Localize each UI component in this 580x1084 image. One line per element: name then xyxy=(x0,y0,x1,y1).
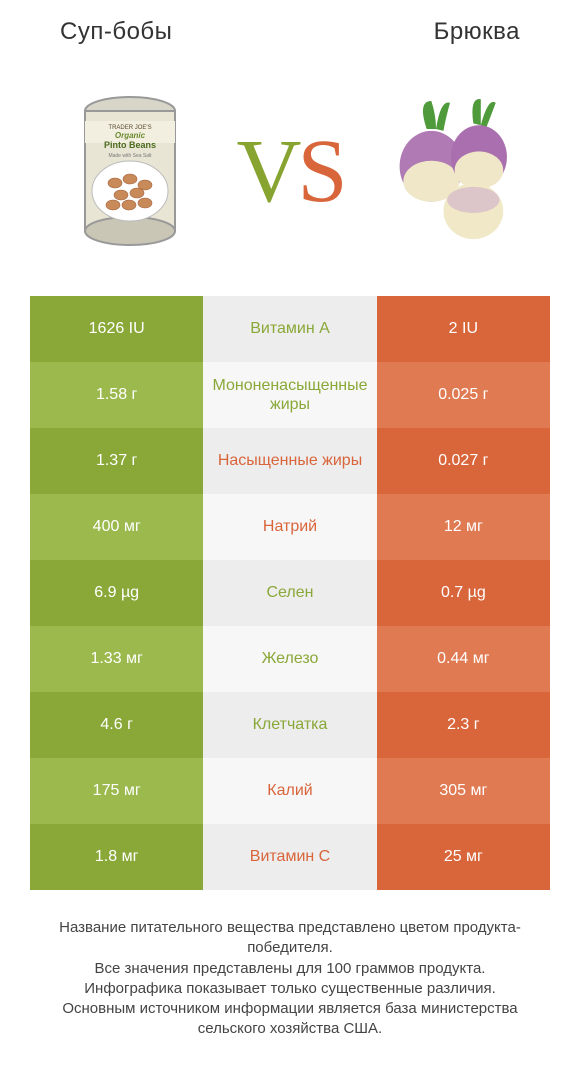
value-right: 12 мг xyxy=(377,494,550,560)
value-left: 175 мг xyxy=(30,758,203,824)
value-left: 400 мг xyxy=(30,494,203,560)
footer-line: Инфографика показывает только существенн… xyxy=(30,979,550,999)
table-row: 1.58 гМононенасыщенные жиры0.025 г xyxy=(30,362,550,428)
nutrient-label: Калий xyxy=(203,758,376,824)
value-left: 1626 IU xyxy=(30,296,203,362)
value-left: 1.37 г xyxy=(30,428,203,494)
value-right: 0.027 г xyxy=(377,428,550,494)
value-right: 2 IU xyxy=(377,296,550,362)
table-row: 400 мгНатрий12 мг xyxy=(30,494,550,560)
title-right: Брюква xyxy=(434,18,520,46)
vs-s: S xyxy=(297,122,343,221)
nutrient-label: Натрий xyxy=(203,494,376,560)
svg-text:Pinto Beans: Pinto Beans xyxy=(104,140,156,150)
table-row: 6.9 µgСелен0.7 µg xyxy=(30,560,550,626)
header: Суп-бобы Брюква xyxy=(0,0,580,46)
value-right: 25 мг xyxy=(377,824,550,890)
table-row: 1.8 мгВитамин C25 мг xyxy=(30,824,550,890)
nutrient-label: Насыщенные жиры xyxy=(203,428,376,494)
nutrient-label: Селен xyxy=(203,560,376,626)
table-row: 4.6 гКлетчатка2.3 г xyxy=(30,692,550,758)
value-left: 1.8 мг xyxy=(30,824,203,890)
nutrient-label: Железо xyxy=(203,626,376,692)
footer-line: Название питательного вещества представл… xyxy=(30,918,550,959)
value-right: 305 мг xyxy=(377,758,550,824)
table-row: 1626 IUВитамин A2 IU xyxy=(30,296,550,362)
value-left: 6.9 µg xyxy=(30,560,203,626)
table-row: 1.37 гНасыщенные жиры0.027 г xyxy=(30,428,550,494)
nutrient-label: Клетчатка xyxy=(203,692,376,758)
value-right: 0.7 µg xyxy=(377,560,550,626)
value-left: 1.58 г xyxy=(30,362,203,428)
nutrient-label: Витамин A xyxy=(203,296,376,362)
svg-text:Organic: Organic xyxy=(115,131,146,140)
table-row: 175 мгКалий305 мг xyxy=(30,758,550,824)
value-left: 1.33 мг xyxy=(30,626,203,692)
value-right: 0.025 г xyxy=(377,362,550,428)
title-left: Суп-бобы xyxy=(60,18,172,46)
vs-label: VS xyxy=(236,120,343,223)
food-image-left: TRADER JOE'S Organic Pinto Beans Made wi… xyxy=(60,81,200,261)
value-right: 0.44 мг xyxy=(377,626,550,692)
table-row: 1.33 мгЖелезо0.44 мг xyxy=(30,626,550,692)
value-right: 2.3 г xyxy=(377,692,550,758)
nutrient-label: Мононенасыщенные жиры xyxy=(203,362,376,428)
footer-note: Название питательного вещества представл… xyxy=(30,890,550,1040)
footer-line: Все значения представлены для 100 граммо… xyxy=(30,959,550,979)
value-left: 4.6 г xyxy=(30,692,203,758)
footer-line: Основным источником информации является … xyxy=(30,999,550,1040)
comparison-table: 1626 IUВитамин A2 IU1.58 гМононенасыщенн… xyxy=(30,296,550,890)
svg-text:Made with Sea Salt: Made with Sea Salt xyxy=(108,153,152,159)
nutrient-label: Витамин C xyxy=(203,824,376,890)
hero-row: TRADER JOE'S Organic Pinto Beans Made wi… xyxy=(0,46,580,296)
vs-v: V xyxy=(236,122,297,221)
food-image-right xyxy=(380,81,520,261)
